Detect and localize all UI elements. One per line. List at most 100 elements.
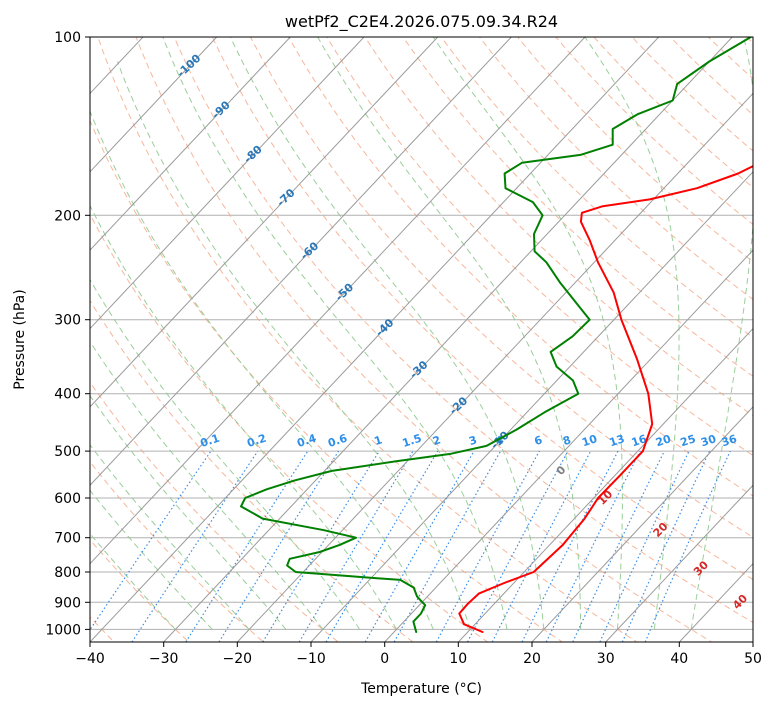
- x-tick-label: 0: [380, 651, 389, 667]
- profile-series: [240, 37, 753, 633]
- mixing-ratio-label: 3: [467, 433, 478, 448]
- mixing-ratio-line: [393, 450, 502, 642]
- mixing-ratio-line: [218, 450, 340, 642]
- dry-adiabat-line: [211, 37, 753, 581]
- mixing-ratio-label: 2: [431, 433, 442, 448]
- x-axis-ticks: −40 −30 −20 −10 0 10 20 30 40 50: [75, 642, 762, 667]
- y-axis-label: Pressure (hPa): [12, 289, 28, 389]
- mixing-ratio-label: 25: [679, 432, 698, 449]
- dry-adiabat-line: [440, 37, 753, 339]
- y-tick-label: 400: [54, 387, 81, 403]
- mixing-ratio-line: [298, 450, 414, 642]
- dry-adiabat-line: [364, 37, 753, 417]
- y-tick-label: 200: [54, 208, 81, 224]
- mixing-ratio-label: 0.2: [245, 432, 268, 450]
- x-axis-label: Temperature (°C): [360, 681, 482, 697]
- moist-adiabat-line: [229, 37, 545, 630]
- mixing-ratio-label: 0.1: [199, 432, 222, 450]
- y-tick-label: 500: [54, 444, 81, 460]
- mixing-ratio-label: 8: [561, 433, 572, 448]
- moist-adiabat-line: [584, 37, 680, 630]
- isotherm-line: [457, 327, 753, 642]
- axes-frame: [89, 36, 754, 643]
- dry-adiabat-line: [288, 37, 753, 497]
- mixing-ratio-label: 0.4: [295, 431, 318, 449]
- dry-adiabat-line: [326, 37, 753, 457]
- dry-adiabat-line: [90, 213, 489, 642]
- isotherm-line: [90, 37, 586, 565]
- x-tick-label: 10: [449, 651, 467, 667]
- mixing-ratio-line: [364, 450, 475, 642]
- mixing-ratio-label: 4: [494, 433, 506, 448]
- mixing-ratio-label: 1: [373, 433, 384, 448]
- dry-adiabat-line: [173, 37, 753, 624]
- isotherm-line: [604, 484, 753, 642]
- x-tick-label: 50: [744, 651, 762, 667]
- isotherm-line: [383, 249, 753, 642]
- mixing-ratio-line: [325, 450, 439, 642]
- mixing-ratio-label: 20: [654, 432, 673, 449]
- mixing-ratio-label: 10: [580, 432, 599, 449]
- x-tick-label: 40: [670, 651, 688, 667]
- isotherm-line: [90, 37, 660, 642]
- dry-adiabat-line: [135, 37, 713, 642]
- isotherm-line: [310, 171, 753, 642]
- mixing-ratio-label: 0.6: [326, 431, 349, 449]
- isotherm-line: [531, 406, 753, 642]
- y-tick-label: 300: [54, 313, 81, 329]
- mixing-ratio-label: 13: [608, 432, 627, 449]
- x-tick-label: −40: [75, 651, 105, 667]
- y-axis-ticks: 100 200 300 400 500 600 700 800 900 1000: [45, 30, 90, 638]
- plot-area: 0.1 0.2 0.4 0.6 1 1.5 2 3 4 6 8 10 13 16 20 25 30 36-100-…: [90, 37, 753, 642]
- moist-adiabat-line: [90, 444, 250, 630]
- x-tick-label: −20: [223, 651, 253, 667]
- y-tick-label: 800: [54, 565, 81, 581]
- y-tick-label: 100: [54, 30, 81, 46]
- isotherm-line: [90, 37, 292, 251]
- isotherm-line: [90, 37, 439, 408]
- chart-title: wetPf2_C2E4.2026.075.09.34.R24: [285, 12, 558, 32]
- dry-adiabat-line: [402, 37, 753, 377]
- mixing-ratio-line: [262, 450, 380, 642]
- y-tick-label: 1000: [45, 622, 81, 638]
- y-tick-label: 600: [54, 491, 81, 507]
- x-tick-label: 30: [597, 651, 615, 667]
- moist-adiabat-line: [90, 278, 361, 630]
- moist-adiabat-line: [117, 61, 471, 630]
- isotherm-lines: [90, 37, 753, 642]
- isotherm-line: [162, 37, 734, 642]
- isotherm-line: [90, 37, 218, 173]
- dry-adiabat-line: [478, 37, 753, 300]
- mixing-ratio-line: [545, 450, 641, 642]
- mixing-ratio-label: 36: [720, 432, 739, 449]
- mixing-ratio-lines: [90, 450, 731, 642]
- mixing-ratio-line: [572, 450, 665, 642]
- dry-adiabat-line: [90, 381, 339, 642]
- dry-adiabats: [90, 37, 753, 642]
- x-tick-label: −30: [149, 651, 179, 667]
- x-tick-label: 20: [523, 651, 541, 667]
- mixing-ratio-label: 6: [533, 433, 545, 448]
- mixing-ratio-line: [599, 450, 690, 642]
- mixing-ratio-line: [435, 450, 540, 642]
- moist-adiabat-line: [162, 37, 508, 630]
- y-tick-label: 900: [54, 595, 81, 611]
- isotherm-line: [90, 37, 365, 330]
- mixing-ratio-label: 1.5: [401, 432, 424, 450]
- isotherm-line: [236, 92, 753, 642]
- dry-adiabat-line: [631, 37, 753, 152]
- dewpoint-profile-line: [240, 37, 752, 633]
- x-tick-label: −10: [296, 651, 326, 667]
- moist-adiabat-line: [90, 340, 324, 630]
- mixing-ratio-label: 30: [699, 432, 718, 449]
- moist-adiabat-line: [432, 37, 623, 630]
- dry-adiabat-line: [90, 460, 265, 642]
- moist-adiabats: [90, 37, 753, 630]
- moist-adiabat-line: [317, 37, 582, 630]
- y-tick-label: 700: [54, 531, 81, 547]
- isotherm-line: [90, 37, 513, 486]
- temperature-profile-line: [458, 165, 753, 633]
- moist-adiabat-line: [690, 37, 753, 630]
- mixing-ratio-line: [621, 450, 711, 642]
